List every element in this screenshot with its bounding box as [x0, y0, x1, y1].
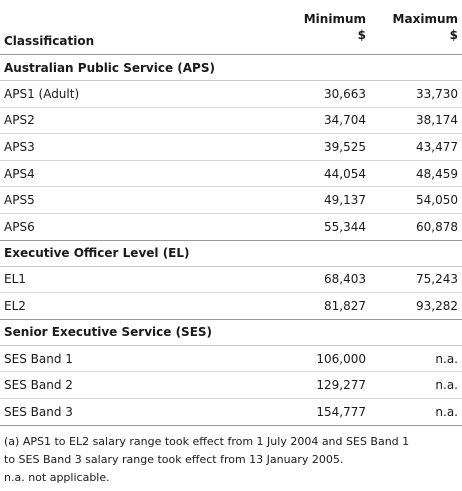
footnote-line: to SES Band 3 salary range took effect f… [4, 452, 344, 466]
row-minimum: 81,827 [324, 298, 366, 313]
row-maximum: n.a. [435, 351, 458, 366]
row-maximum: 75,243 [416, 272, 458, 287]
row-minimum: 55,344 [324, 219, 366, 234]
section-title: Executive Officer Level (EL) [4, 246, 190, 261]
row-maximum: 33,730 [416, 86, 458, 101]
header-maximum: Maximum [392, 12, 458, 26]
table-row: APS6 55,344 60,878 [0, 213, 462, 241]
table-footnotes: (a) APS1 to EL2 salary range took effect… [0, 433, 462, 487]
row-maximum: 60,878 [416, 219, 458, 234]
row-classification: EL1 [4, 272, 26, 287]
table-row: SES Band 2 129,277 n.a. [0, 372, 462, 399]
row-maximum: 48,459 [416, 166, 458, 181]
row-classification: EL2 [4, 298, 26, 313]
footnote-line: n.a. not applicable. [4, 470, 110, 484]
row-maximum: 93,282 [416, 298, 458, 313]
header-row-1: Minimum Maximum [0, 0, 462, 28]
table-row: SES Band 3 154,777 n.a. [0, 398, 462, 426]
table-row: APS3 39,525 43,477 [0, 134, 462, 161]
row-minimum: 34,704 [324, 113, 366, 128]
row-maximum: 43,477 [416, 139, 458, 154]
footnote-line: (a) APS1 to EL2 salary range took effect… [4, 434, 410, 448]
row-minimum: 44,054 [324, 166, 366, 181]
header-classification: Classification [4, 34, 95, 48]
row-minimum: 49,137 [324, 193, 366, 208]
row-classification: APS4 [4, 166, 35, 181]
section-row-el: Executive Officer Level (EL) [0, 240, 462, 267]
table-row: APS5 49,137 54,050 [0, 187, 462, 214]
salary-range-table: Minimum Maximum Classification $ $ Austr… [0, 0, 462, 426]
section-row-aps: Australian Public Service (APS) [0, 55, 462, 81]
row-minimum: 39,525 [324, 139, 366, 154]
row-maximum: n.a. [435, 378, 458, 393]
section-row-ses: Senior Executive Service (SES) [0, 319, 462, 346]
row-maximum: 38,174 [416, 113, 458, 128]
table-row: APS4 44,054 48,459 [0, 160, 462, 187]
header-empty-cell [0, 0, 272, 28]
row-classification: APS3 [4, 139, 35, 154]
table-row: EL2 81,827 93,282 [0, 293, 462, 320]
header-unit-max: $ [449, 28, 458, 42]
row-classification: SES Band 1 [4, 351, 73, 366]
row-classification: APS6 [4, 219, 35, 234]
row-minimum: 106,000 [316, 351, 366, 366]
header-minimum: Minimum [303, 12, 366, 26]
row-classification: APS1 (Adult) [4, 86, 80, 101]
section-title: Australian Public Service (APS) [4, 60, 215, 75]
table-row: EL1 68,403 75,243 [0, 266, 462, 293]
header-row-2: Classification $ $ [0, 28, 462, 55]
header-unit-min: $ [357, 28, 366, 42]
row-maximum: n.a. [435, 404, 458, 419]
row-classification: SES Band 3 [4, 404, 73, 419]
row-minimum: 129,277 [316, 378, 366, 393]
row-minimum: 154,777 [316, 404, 366, 419]
row-minimum: 30,663 [324, 86, 366, 101]
row-classification: APS5 [4, 193, 35, 208]
table-row: APS1 (Adult) 30,663 33,730 [0, 81, 462, 108]
section-title: Senior Executive Service (SES) [4, 325, 213, 340]
table-row: APS2 34,704 38,174 [0, 107, 462, 134]
row-maximum: 54,050 [416, 193, 458, 208]
table-row: SES Band 1 106,000 n.a. [0, 345, 462, 372]
row-classification: SES Band 2 [4, 378, 73, 393]
row-minimum: 68,403 [324, 272, 366, 287]
row-classification: APS2 [4, 113, 35, 128]
